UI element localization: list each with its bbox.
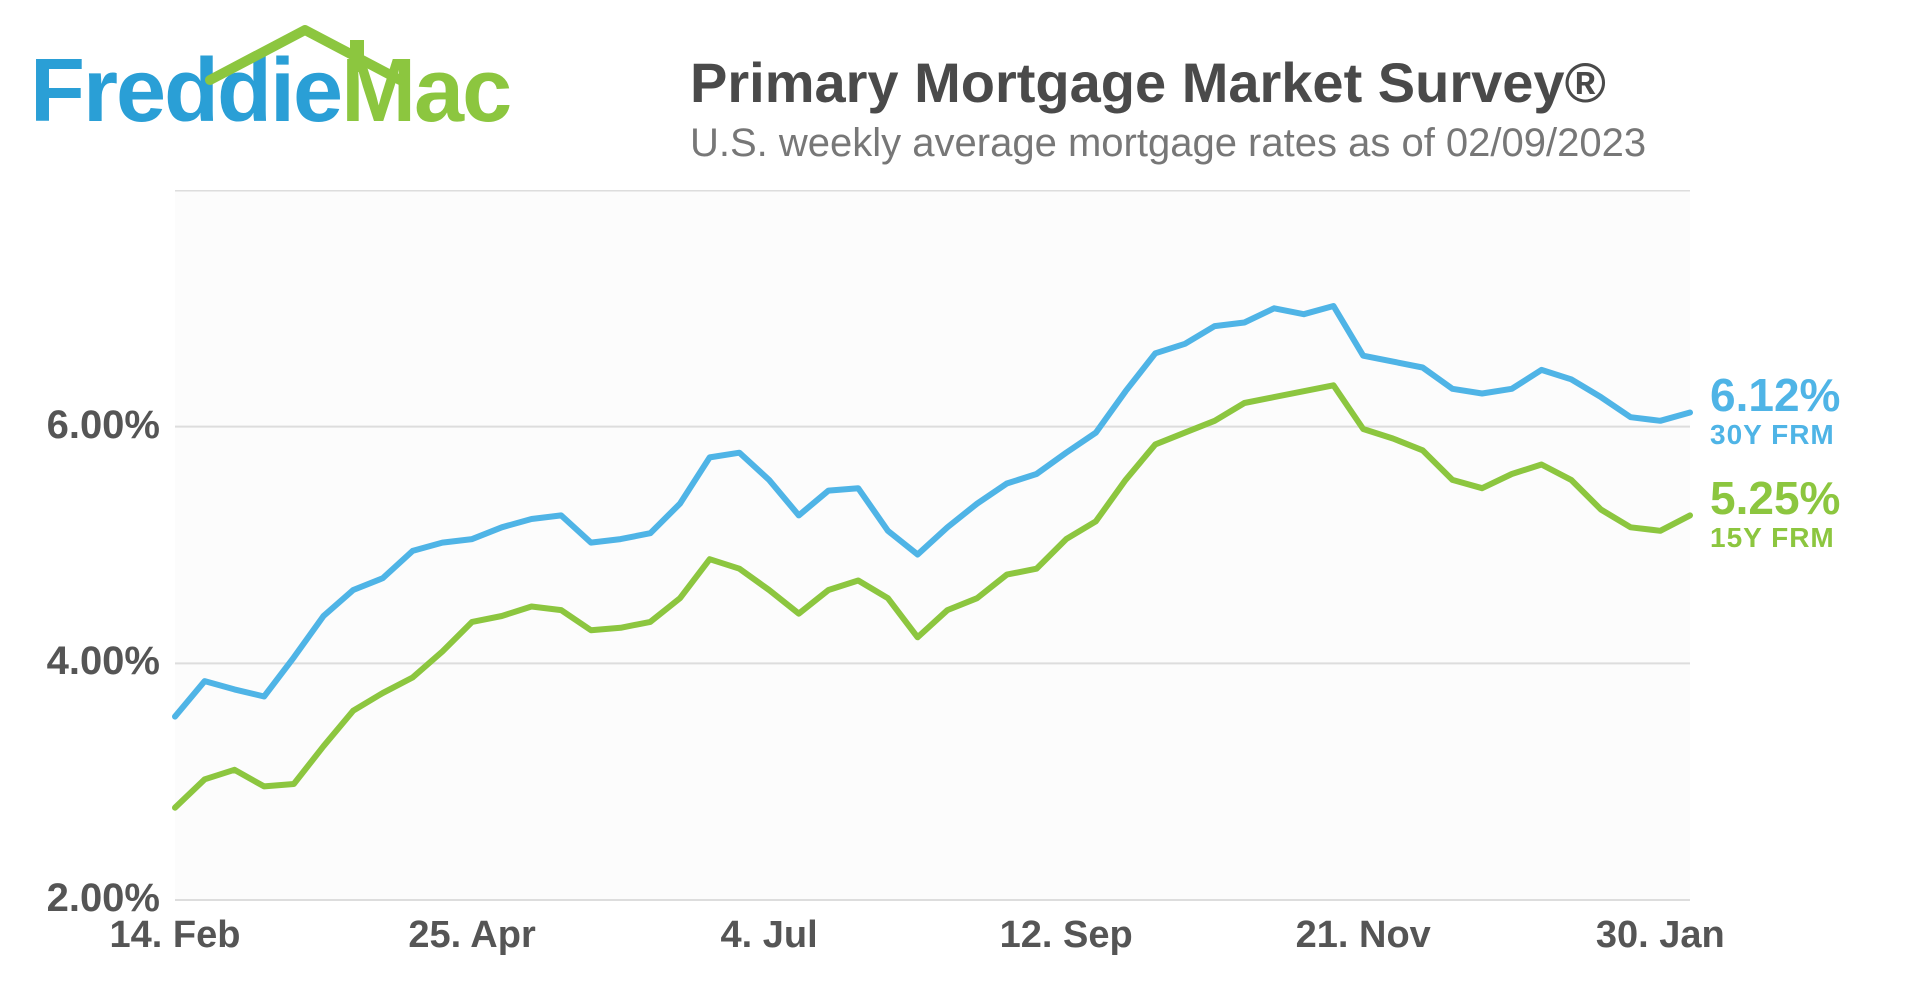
chart-subtitle: U.S. weekly average mortgage rates as of… <box>690 121 1646 166</box>
x-axis-label: 25. Apr <box>408 914 535 957</box>
chart-area: 2.00%4.00%6.00%14. Feb25. Apr4. Jul12. S… <box>30 190 1890 978</box>
line-chart <box>30 190 1890 978</box>
x-axis-label: 4. Jul <box>721 914 818 957</box>
series-end-label-30y-frm: 6.12%30Y FRM <box>1710 372 1840 452</box>
x-axis-label: 12. Sep <box>1000 914 1133 957</box>
y-axis-label: 4.00% <box>30 639 160 684</box>
chart-title: Primary Mortgage Market Survey® <box>690 50 1646 115</box>
series-end-name: 15Y FRM <box>1710 521 1840 555</box>
x-axis-label: 30. Jan <box>1596 914 1725 957</box>
x-axis-label: 14. Feb <box>110 914 241 957</box>
series-end-value: 6.12% <box>1710 372 1840 418</box>
plot-background <box>175 190 1690 900</box>
y-axis-label: 6.00% <box>30 403 160 448</box>
x-axis-label: 21. Nov <box>1296 914 1431 957</box>
page-root: FreddieMac Primary Mortgage Market Surve… <box>0 0 1920 1008</box>
header: FreddieMac Primary Mortgage Market Surve… <box>30 30 1890 180</box>
series-end-label-15y-frm: 5.25%15Y FRM <box>1710 475 1840 555</box>
freddie-mac-logo: FreddieMac <box>30 40 510 143</box>
house-roof-icon <box>200 20 410 90</box>
title-block: Primary Mortgage Market Survey® U.S. wee… <box>690 50 1646 166</box>
series-end-name: 30Y FRM <box>1710 418 1840 452</box>
series-end-value: 5.25% <box>1710 475 1840 521</box>
